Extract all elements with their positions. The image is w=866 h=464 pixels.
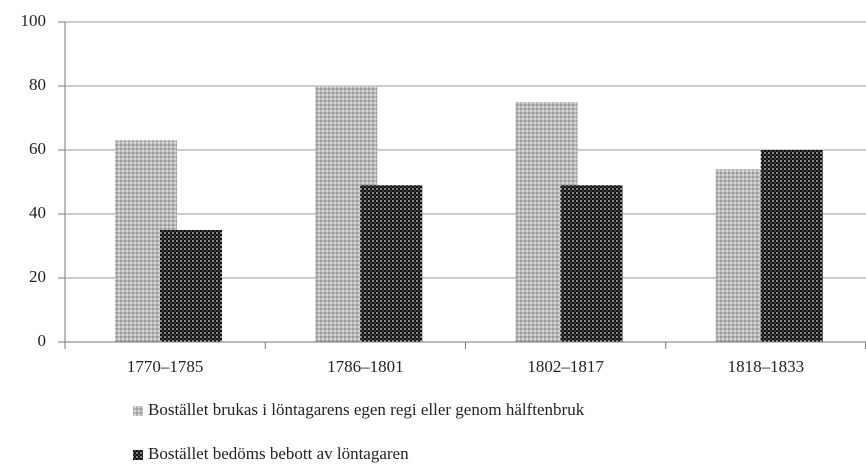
bar <box>360 185 423 342</box>
y-tick-label: 80 <box>29 75 46 94</box>
legend-swatch <box>133 406 143 416</box>
x-tick-label: 1818–1833 <box>728 357 805 376</box>
legend-label: Bostället bedöms bebott av löntagaren <box>148 444 409 463</box>
legend-label: Bostället brukas i löntagarens egen regi… <box>148 400 585 419</box>
y-tick-label: 40 <box>29 203 46 222</box>
bar <box>160 230 222 342</box>
y-tick-label: 100 <box>21 11 47 30</box>
bar <box>560 185 623 342</box>
y-tick-label: 20 <box>29 267 46 286</box>
legend-swatch <box>133 450 143 460</box>
y-tick-label: 60 <box>29 139 46 158</box>
bar <box>760 150 823 342</box>
y-tick-label: 0 <box>38 331 47 350</box>
x-tick-label: 1786–1801 <box>327 357 404 376</box>
x-tick-label: 1770–1785 <box>127 357 204 376</box>
x-tick-label: 1802–1817 <box>527 357 604 376</box>
